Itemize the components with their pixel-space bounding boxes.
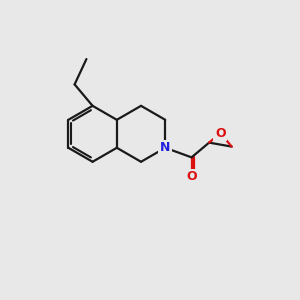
Text: O: O (186, 170, 197, 183)
Text: O: O (215, 127, 226, 140)
Text: N: N (160, 141, 170, 154)
